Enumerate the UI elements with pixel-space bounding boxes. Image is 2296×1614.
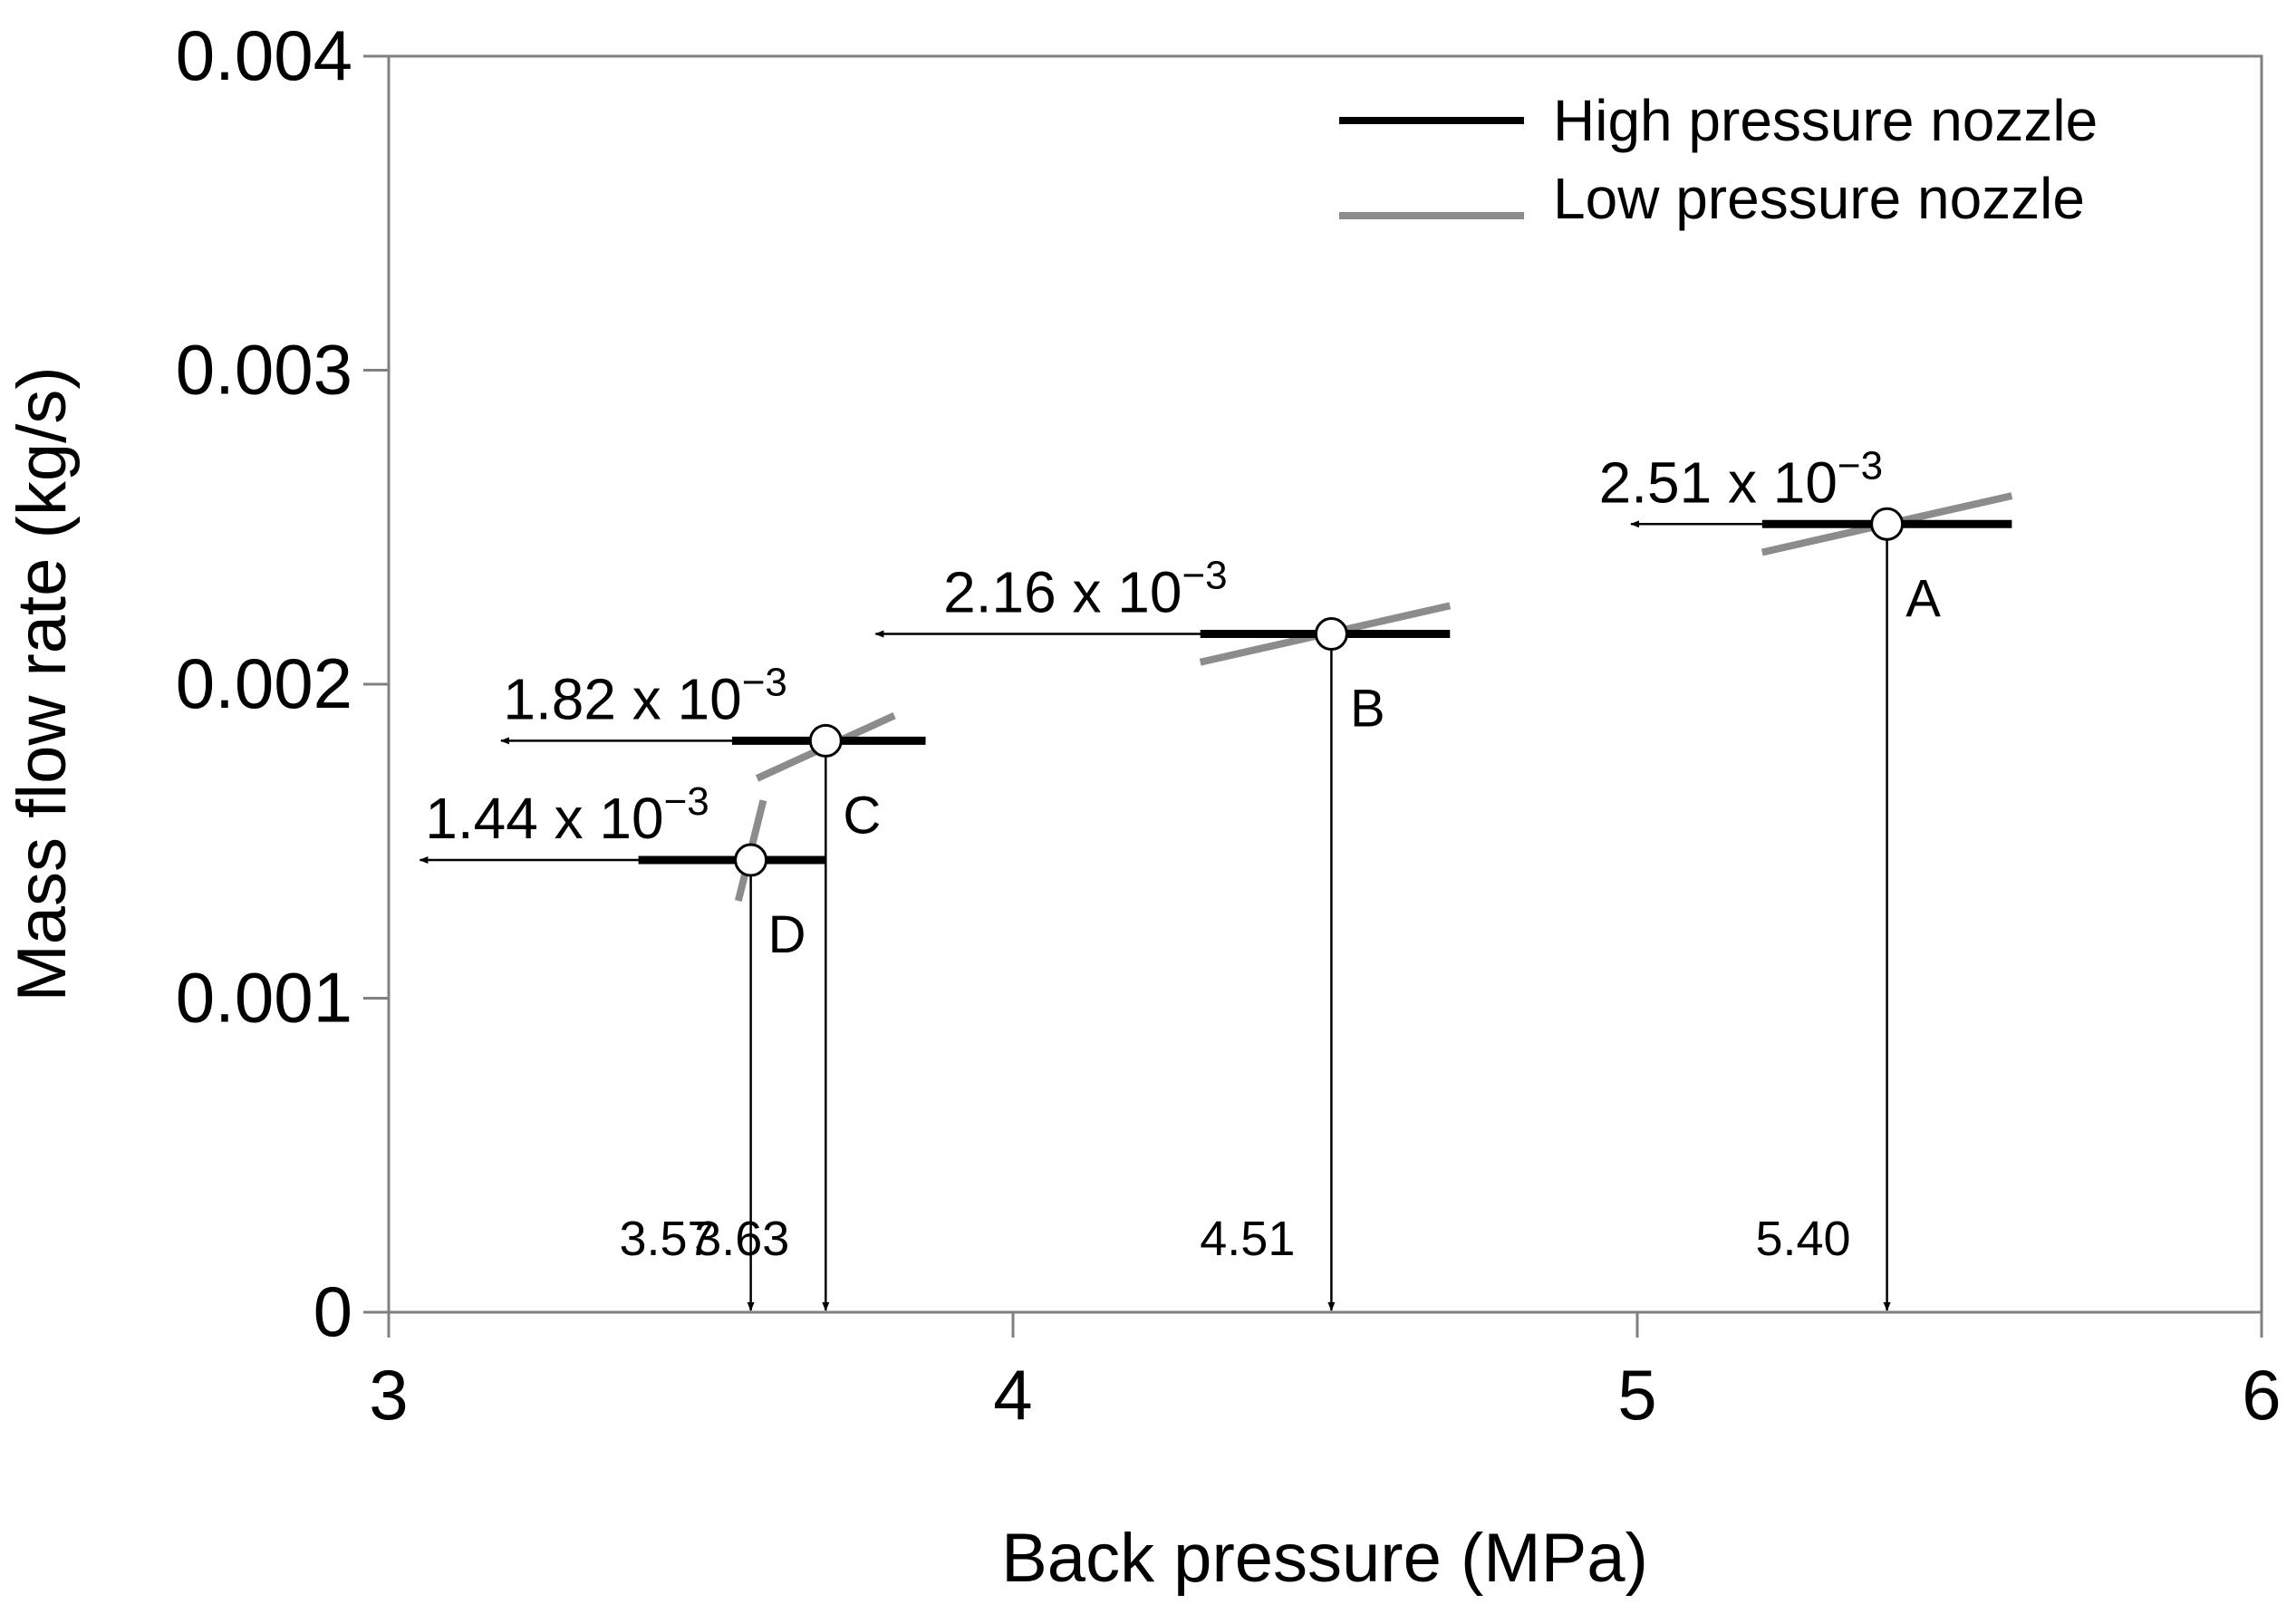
point-label: D (768, 905, 806, 964)
operating-point-D (734, 843, 768, 877)
flow-value-mantissa: 1.82 x 10 (503, 666, 741, 731)
y-tick-label: 0.004 (176, 15, 352, 95)
x-tick-label: 3 (369, 1355, 408, 1435)
x-tick-label: 6 (2242, 1355, 2281, 1435)
flow-value-mantissa: 1.44 x 10 (425, 786, 663, 851)
y-tick-label: 0.001 (176, 958, 352, 1038)
pressure-value-label: 3.63 (694, 1212, 789, 1266)
y-axis-title: Mass flow rate (kg/s) (4, 366, 81, 1001)
flow-value-label: 1.82 x 10−3 (503, 660, 786, 731)
y-tick-label: 0 (314, 1271, 352, 1351)
flow-value-label: 1.44 x 10−3 (425, 779, 709, 851)
y-axis: 0 0.001 0.002 0.003 0.004 (176, 15, 389, 1351)
legend-label-low: Low pressure nozzle (1553, 166, 2085, 231)
flow-value-mantissa: 2.51 x 10 (1599, 449, 1838, 515)
flow-value-exponent: −3 (1838, 443, 1883, 488)
y-tick-label: 0.003 (176, 330, 352, 410)
flow-value-label: 2.51 x 10−3 (1599, 443, 1883, 515)
x-tick-label: 4 (993, 1355, 1032, 1435)
operating-point-C (808, 723, 843, 758)
operating-point-A (1870, 507, 1905, 541)
legend: High pressure nozzle Low pressure nozzle (1339, 88, 2098, 231)
flow-value-exponent: −3 (1182, 554, 1227, 598)
point-label: C (843, 786, 881, 845)
x-axis: 3 4 5 6 (369, 1312, 2282, 1435)
operating-point-B (1314, 617, 1348, 652)
flow-value-exponent: −3 (742, 660, 787, 704)
y-tick-label: 0.002 (176, 643, 352, 723)
point-label: B (1350, 680, 1385, 739)
annotation-layer: A5.402.51 x 10−3B4.512.16 x 10−3C3.631.8… (419, 443, 1941, 1311)
x-tick-label: 5 (1617, 1355, 1656, 1435)
pressure-value-label: 5.40 (1755, 1212, 1850, 1266)
legend-label-high: High pressure nozzle (1553, 88, 2098, 153)
flow-value-exponent: −3 (664, 779, 709, 824)
pressure-value-label: 3.57 (620, 1212, 715, 1266)
flow-value-mantissa: 2.16 x 10 (943, 560, 1182, 625)
flow-value-label: 2.16 x 10−3 (943, 554, 1227, 625)
point-label: A (1905, 569, 1941, 628)
pressure-value-label: 4.51 (1200, 1212, 1295, 1266)
x-axis-title: Back pressure (MPa) (1001, 1520, 1648, 1597)
